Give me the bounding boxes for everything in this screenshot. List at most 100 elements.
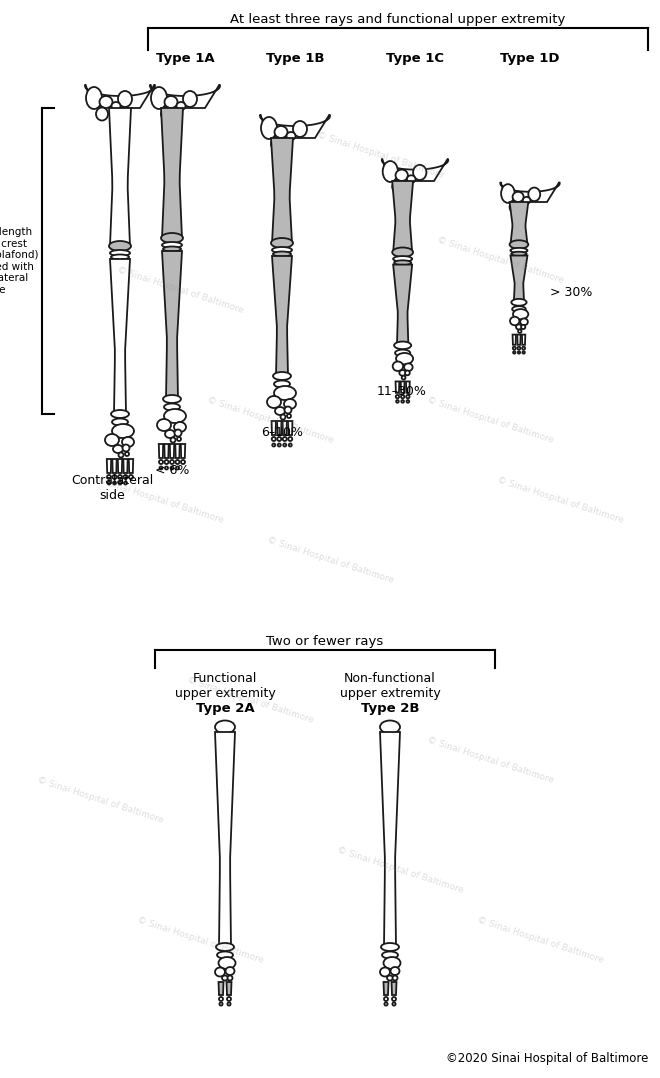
Ellipse shape — [110, 250, 130, 255]
Ellipse shape — [219, 997, 223, 1001]
Ellipse shape — [392, 180, 404, 193]
Text: Type 1D: Type 1D — [500, 52, 560, 65]
Text: Contralateral
side: Contralateral side — [71, 474, 153, 502]
Ellipse shape — [273, 251, 291, 257]
Ellipse shape — [394, 260, 411, 265]
Ellipse shape — [380, 967, 390, 977]
Ellipse shape — [112, 424, 134, 438]
Ellipse shape — [395, 349, 411, 356]
Polygon shape — [215, 732, 235, 946]
Ellipse shape — [161, 108, 173, 121]
Text: 6–10%: 6–10% — [261, 426, 303, 439]
Text: © Sinai Hospital of Baltimore: © Sinai Hospital of Baltimore — [266, 536, 394, 584]
Ellipse shape — [216, 943, 234, 951]
Ellipse shape — [118, 91, 132, 107]
Polygon shape — [392, 181, 413, 252]
Ellipse shape — [396, 353, 413, 364]
Text: © Sinai Hospital of Baltimore: © Sinai Hospital of Baltimore — [96, 475, 224, 525]
Ellipse shape — [404, 363, 412, 371]
Ellipse shape — [528, 188, 540, 202]
Ellipse shape — [219, 1003, 222, 1006]
Polygon shape — [117, 459, 122, 473]
Ellipse shape — [151, 87, 167, 109]
Ellipse shape — [165, 467, 168, 470]
Ellipse shape — [170, 438, 176, 442]
Ellipse shape — [176, 467, 179, 470]
Polygon shape — [260, 114, 330, 138]
Text: Overall length
(pelvic crest
to tibial plafond)
compared with
contralateral
side: Overall length (pelvic crest to tibial p… — [0, 227, 38, 295]
Polygon shape — [401, 382, 405, 392]
Ellipse shape — [118, 475, 122, 479]
Ellipse shape — [275, 407, 285, 415]
Ellipse shape — [274, 381, 290, 387]
Text: © Sinai Hospital of Baltimore: © Sinai Hospital of Baltimore — [206, 396, 335, 445]
Ellipse shape — [170, 467, 174, 470]
Ellipse shape — [123, 444, 129, 452]
Text: Type 2A: Type 2A — [195, 702, 254, 715]
Ellipse shape — [501, 184, 515, 203]
Text: © Sinai Hospital of Baltimore: © Sinai Hospital of Baltimore — [426, 396, 554, 445]
Text: © Sinai Hospital of Baltimore: © Sinai Hospital of Baltimore — [476, 915, 605, 965]
Ellipse shape — [381, 943, 399, 951]
Ellipse shape — [383, 957, 401, 969]
Polygon shape — [109, 108, 131, 246]
Polygon shape — [110, 259, 130, 414]
Ellipse shape — [401, 395, 405, 398]
Ellipse shape — [384, 1003, 387, 1006]
Ellipse shape — [513, 192, 523, 202]
Polygon shape — [176, 444, 180, 458]
Ellipse shape — [228, 976, 232, 981]
Text: Functional
upper extremity: Functional upper extremity — [175, 672, 275, 700]
Polygon shape — [277, 421, 281, 436]
Ellipse shape — [125, 452, 129, 456]
Ellipse shape — [108, 482, 110, 484]
Ellipse shape — [399, 370, 406, 376]
Ellipse shape — [520, 318, 528, 326]
Ellipse shape — [272, 443, 275, 446]
Polygon shape — [129, 459, 133, 473]
Ellipse shape — [163, 395, 181, 403]
Ellipse shape — [392, 248, 413, 257]
Ellipse shape — [288, 437, 292, 441]
Ellipse shape — [161, 233, 183, 243]
Ellipse shape — [113, 482, 116, 484]
Polygon shape — [271, 421, 276, 436]
Text: Type 2B: Type 2B — [361, 702, 419, 715]
Polygon shape — [181, 444, 185, 458]
Ellipse shape — [157, 419, 171, 431]
Ellipse shape — [267, 396, 281, 407]
Polygon shape — [162, 251, 182, 399]
Ellipse shape — [280, 415, 286, 419]
Ellipse shape — [406, 395, 410, 398]
Ellipse shape — [380, 720, 400, 733]
Polygon shape — [510, 255, 527, 302]
Ellipse shape — [164, 460, 168, 464]
Polygon shape — [164, 444, 169, 458]
Text: © Sinai Hospital of Baltimore: © Sinai Hospital of Baltimore — [496, 475, 624, 525]
Polygon shape — [85, 84, 155, 108]
Ellipse shape — [164, 96, 178, 108]
Ellipse shape — [217, 952, 233, 958]
Ellipse shape — [274, 386, 296, 400]
Text: At least three rays and functional upper extremity: At least three rays and functional upper… — [230, 13, 566, 26]
Ellipse shape — [383, 161, 398, 182]
Text: Type 1B: Type 1B — [266, 52, 324, 65]
Ellipse shape — [395, 169, 408, 181]
Ellipse shape — [271, 138, 283, 151]
Ellipse shape — [284, 406, 292, 414]
Ellipse shape — [111, 410, 129, 418]
Ellipse shape — [516, 324, 522, 330]
Ellipse shape — [521, 324, 525, 329]
Ellipse shape — [228, 1003, 230, 1006]
Ellipse shape — [215, 967, 225, 977]
Polygon shape — [288, 421, 292, 436]
Ellipse shape — [393, 257, 412, 262]
Text: © Sinai Hospital of Baltimore: © Sinai Hospital of Baltimore — [115, 265, 244, 315]
Polygon shape — [272, 255, 292, 376]
Polygon shape — [393, 264, 412, 345]
Ellipse shape — [96, 108, 108, 121]
Text: Type 1A: Type 1A — [156, 52, 214, 65]
Ellipse shape — [227, 997, 231, 1001]
Ellipse shape — [181, 460, 185, 464]
Ellipse shape — [277, 437, 281, 441]
